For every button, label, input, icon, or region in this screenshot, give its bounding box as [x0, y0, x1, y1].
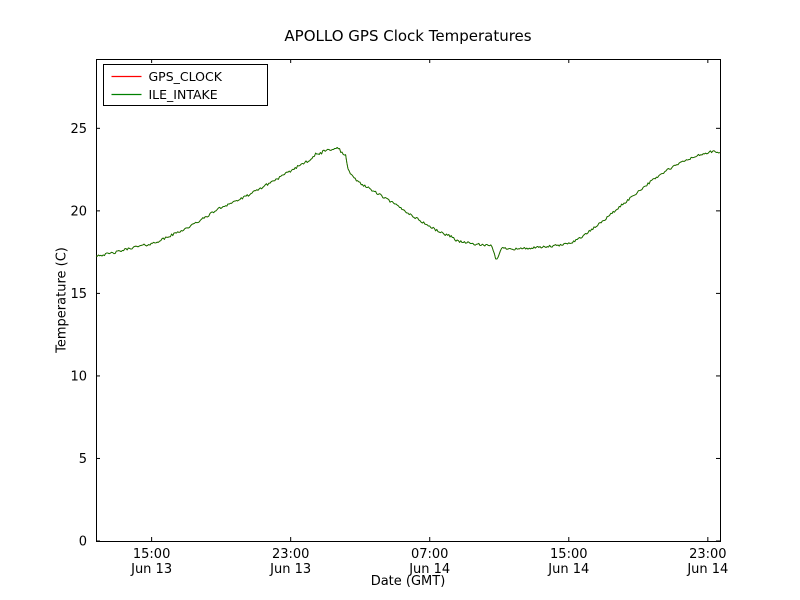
y-tick-label: 15: [70, 287, 87, 302]
y-tick-label: 10: [70, 369, 87, 384]
x-tick-time: 23:00: [689, 547, 726, 562]
x-tick-date: Jun 14: [686, 562, 728, 577]
y-tick-label: 5: [79, 452, 87, 467]
x-tick-date: Jun 13: [269, 562, 311, 577]
x-tick-time: 15:00: [133, 547, 170, 562]
x-tick-date: Jun 14: [408, 562, 450, 577]
x-tick-time: 23:00: [272, 547, 309, 562]
y-axis-label: Temperature (C): [54, 247, 70, 353]
legend-label: ILE_INTAKE: [149, 87, 218, 102]
x-axis-label: Date (GMT): [370, 574, 446, 589]
legend-label: GPS_CLOCK: [149, 69, 223, 84]
x-tick-time: 15:00: [550, 547, 587, 562]
y-tick-label: 20: [70, 204, 87, 219]
legend-box: [103, 64, 268, 106]
x-tick-date: Jun 14: [547, 562, 589, 577]
y-tick-label: 25: [70, 122, 87, 137]
series-line-GPS_CLOCK: [95, 147, 721, 260]
x-tick-time: 07:00: [411, 547, 448, 562]
chart-title: APOLLO GPS Clock Temperatures: [284, 27, 532, 45]
axes-frame: [96, 59, 721, 542]
y-tick-label: 0: [79, 535, 87, 550]
x-tick-date: Jun 13: [130, 562, 172, 577]
series-line-ILE_INTAKE: [95, 147, 721, 260]
